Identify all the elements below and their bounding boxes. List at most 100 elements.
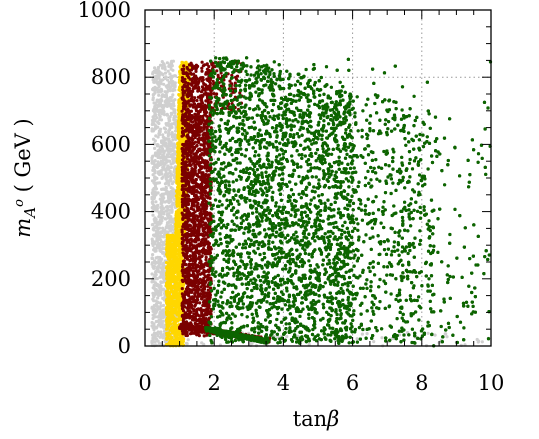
data-point <box>177 93 181 97</box>
data-point <box>155 208 159 212</box>
data-point <box>156 120 160 124</box>
data-point <box>171 93 175 97</box>
data-point <box>160 60 164 64</box>
data-point <box>167 263 171 267</box>
data-point <box>360 332 364 336</box>
data-point <box>157 131 161 136</box>
data-point <box>167 297 171 301</box>
data-point <box>433 333 437 337</box>
data-point <box>153 66 157 70</box>
data-point <box>153 80 157 84</box>
data-point <box>168 174 172 178</box>
data-point <box>160 280 164 284</box>
data-point <box>158 226 162 230</box>
data-point <box>172 316 176 320</box>
data-point <box>178 307 182 312</box>
data-point <box>180 126 184 130</box>
data-point <box>152 107 156 111</box>
data-point <box>169 318 173 322</box>
data-point <box>173 265 177 269</box>
data-point <box>202 334 206 338</box>
data-point <box>167 118 171 122</box>
data-point <box>169 61 173 65</box>
data-point <box>168 171 172 175</box>
data-point <box>165 305 169 309</box>
data-point <box>159 249 163 253</box>
data-point <box>171 138 175 142</box>
data-points <box>150 56 493 348</box>
data-point <box>153 216 157 220</box>
data-point <box>209 126 213 130</box>
data-point <box>154 256 158 260</box>
data-point <box>161 303 166 308</box>
data-point <box>168 87 172 91</box>
data-point <box>173 289 177 293</box>
data-point <box>157 163 161 168</box>
data-point <box>160 231 164 235</box>
data-point <box>179 341 184 345</box>
data-point <box>166 257 170 261</box>
data-point <box>169 165 173 170</box>
data-point <box>150 118 155 122</box>
data-point <box>169 215 173 219</box>
data-point <box>151 200 155 204</box>
data-point <box>168 224 172 228</box>
data-point <box>152 205 157 209</box>
data-point <box>200 60 204 64</box>
data-point <box>153 146 157 150</box>
data-point <box>167 102 171 106</box>
data-point <box>207 270 211 274</box>
data-point <box>152 286 156 290</box>
data-point <box>173 270 177 274</box>
data-point <box>155 99 159 103</box>
data-point <box>165 153 169 157</box>
data-point <box>155 181 159 185</box>
data-point <box>158 318 162 322</box>
data-point <box>155 106 159 110</box>
data-point <box>168 284 172 288</box>
data-point <box>164 157 168 161</box>
data-point <box>162 314 166 318</box>
data-point <box>165 337 169 341</box>
data-point <box>161 226 165 230</box>
data-point <box>176 211 180 215</box>
data-point <box>169 186 173 190</box>
data-point <box>153 242 157 246</box>
data-point <box>166 132 170 136</box>
data-point <box>166 164 170 168</box>
data-point <box>178 232 182 236</box>
data-point <box>153 270 158 274</box>
data-point <box>155 292 159 296</box>
data-point <box>175 189 179 193</box>
data-point <box>168 128 172 132</box>
data-point <box>204 237 208 241</box>
data-point <box>164 94 169 98</box>
data-point <box>167 201 171 205</box>
data-point <box>153 87 157 91</box>
data-point <box>150 280 154 284</box>
data-point <box>177 250 181 254</box>
data-point <box>171 330 175 334</box>
data-point <box>176 182 180 186</box>
data-point <box>168 302 172 306</box>
data-point <box>162 272 166 276</box>
data-point <box>163 65 167 69</box>
data-point <box>159 332 163 336</box>
data-point <box>162 110 166 114</box>
data-point <box>160 176 164 180</box>
data-point <box>151 307 155 311</box>
data-point <box>200 311 204 315</box>
data-point <box>175 317 179 321</box>
data-point <box>201 220 205 224</box>
data-point <box>164 225 168 230</box>
data-point <box>152 181 156 185</box>
data-point <box>169 279 173 283</box>
data-point <box>161 235 165 239</box>
data-point <box>151 189 155 193</box>
data-point <box>166 233 170 237</box>
data-point <box>151 173 155 177</box>
data-point <box>163 167 167 171</box>
data-point <box>180 118 184 122</box>
data-point <box>155 237 159 242</box>
data-point <box>150 261 154 265</box>
